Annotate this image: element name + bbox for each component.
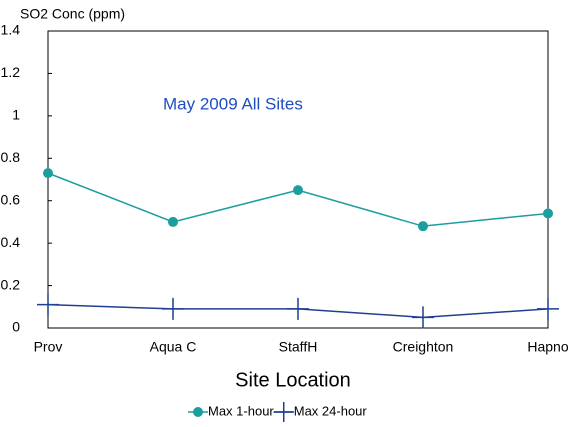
point: [162, 297, 184, 320]
y-tick-label: 0.2: [1, 276, 21, 292]
point: [418, 221, 428, 232]
y-tick-label: 0: [12, 319, 20, 335]
point: [537, 297, 559, 320]
y-tick-label: 1.2: [1, 64, 21, 80]
x-tick-label: Hapno: [527, 339, 568, 355]
y-tick-label: 0.6: [1, 191, 21, 207]
x-tick-label: StaffH: [279, 339, 318, 355]
y-tick-label: 0.4: [1, 234, 21, 250]
y-tick-label: 1: [12, 107, 20, 123]
legend-marker: [193, 407, 203, 417]
point: [412, 306, 434, 329]
legend-marker: [273, 402, 294, 422]
point: [293, 185, 303, 196]
series-line: [47, 172, 549, 227]
point: [543, 208, 553, 219]
y-tick-label: 1.4: [1, 22, 21, 38]
y-axis-label: SO2 Conc (ppm): [20, 6, 125, 22]
y-tick-label: 0.8: [1, 149, 21, 165]
x-tick-label: Prov: [34, 339, 63, 355]
x-tick-label: Aqua C: [150, 339, 197, 355]
plot-frame: [47, 30, 549, 329]
point: [43, 168, 53, 179]
point: [287, 297, 309, 320]
point: [37, 293, 59, 316]
legend-label: Max 24-hour: [294, 403, 368, 418]
point: [168, 216, 178, 227]
chart-title: May 2009 All Sites: [163, 94, 303, 113]
legend-label: Max 1-hour: [208, 403, 274, 418]
x-axis-label: Site Location: [235, 369, 351, 391]
x-tick-label: Creighton: [393, 339, 454, 355]
